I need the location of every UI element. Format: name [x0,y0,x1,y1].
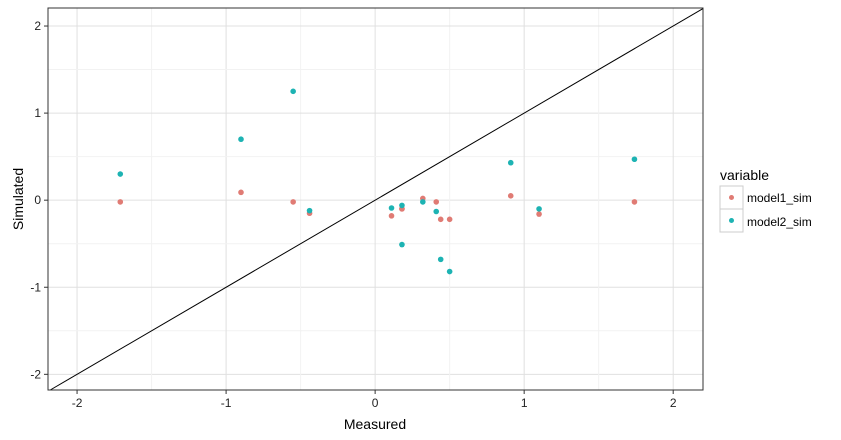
point-model1_sim [388,213,395,219]
point-model2_sim [536,206,542,212]
point-model1_sim [433,199,440,205]
point-model2_sim [117,171,124,177]
point-model2_sim [507,159,514,166]
identity-line [49,8,704,391]
y-tick-label: 0 [34,193,41,207]
point-model2_sim [388,205,395,211]
point-model2_sim [420,199,426,205]
x-axis-label: Measured [344,416,406,432]
x-tick-label: 0 [372,396,379,410]
point-model2_sim [306,207,313,214]
point-model2_sim [399,241,405,248]
point-model1_sim [437,216,444,223]
point-model1_sim [507,193,514,199]
point-model1_sim [290,199,296,205]
legend-title: variable [720,167,769,183]
y-tick-label: 2 [34,19,41,33]
point-model2_sim [238,136,244,143]
y-tick-label: -2 [30,367,41,381]
point-model1_sim [238,189,244,196]
legend-marker-model2 [729,218,734,223]
y-tick-label: 1 [34,106,41,120]
point-model2_sim [437,256,444,263]
point-model2_sim [399,202,405,209]
x-tick-label: 2 [670,396,677,410]
x-tick-label: -1 [221,396,232,410]
point-model1_sim [631,199,638,205]
y-tick-label: -1 [30,280,41,294]
legend-label-model2: model2_sim [747,215,812,229]
point-model2_sim [433,208,440,215]
point-model2_sim [631,156,638,163]
y-axis-label: Simulated [10,168,26,230]
x-tick-label: 1 [521,396,528,410]
point-model1_sim [117,199,124,205]
point-model2_sim [290,88,296,95]
x-tick-label: -2 [72,396,83,410]
legend: variable model1_sim model2_sim [719,167,812,233]
legend-label-model1: model1_sim [747,191,812,205]
point-model1_sim [536,211,542,217]
point-model1_sim [446,216,453,223]
legend-marker-model1 [729,195,734,200]
point-model2_sim [446,268,453,275]
